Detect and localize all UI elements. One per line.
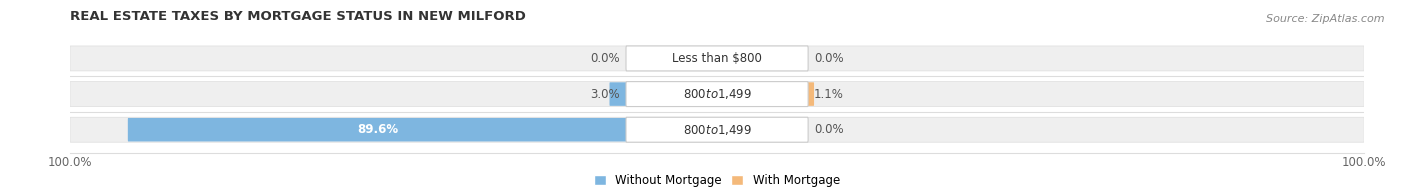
Text: Less than $800: Less than $800 <box>672 52 762 65</box>
Text: 0.0%: 0.0% <box>814 123 844 136</box>
Legend: Without Mortgage, With Mortgage: Without Mortgage, With Mortgage <box>589 169 845 192</box>
FancyBboxPatch shape <box>626 46 808 71</box>
Text: 3.0%: 3.0% <box>591 88 620 101</box>
Text: Source: ZipAtlas.com: Source: ZipAtlas.com <box>1267 14 1385 24</box>
Text: 0.0%: 0.0% <box>591 52 620 65</box>
FancyBboxPatch shape <box>626 82 808 107</box>
Text: 1.1%: 1.1% <box>814 88 844 101</box>
FancyBboxPatch shape <box>128 118 627 142</box>
FancyBboxPatch shape <box>70 82 1364 107</box>
Text: 0.0%: 0.0% <box>814 52 844 65</box>
Text: 89.6%: 89.6% <box>357 123 398 136</box>
FancyBboxPatch shape <box>807 82 814 106</box>
FancyBboxPatch shape <box>70 46 1364 71</box>
Text: $800 to $1,499: $800 to $1,499 <box>682 123 752 137</box>
Text: REAL ESTATE TAXES BY MORTGAGE STATUS IN NEW MILFORD: REAL ESTATE TAXES BY MORTGAGE STATUS IN … <box>70 10 526 23</box>
Text: $800 to $1,499: $800 to $1,499 <box>682 87 752 101</box>
FancyBboxPatch shape <box>626 117 808 142</box>
FancyBboxPatch shape <box>610 82 627 106</box>
FancyBboxPatch shape <box>70 117 1364 142</box>
